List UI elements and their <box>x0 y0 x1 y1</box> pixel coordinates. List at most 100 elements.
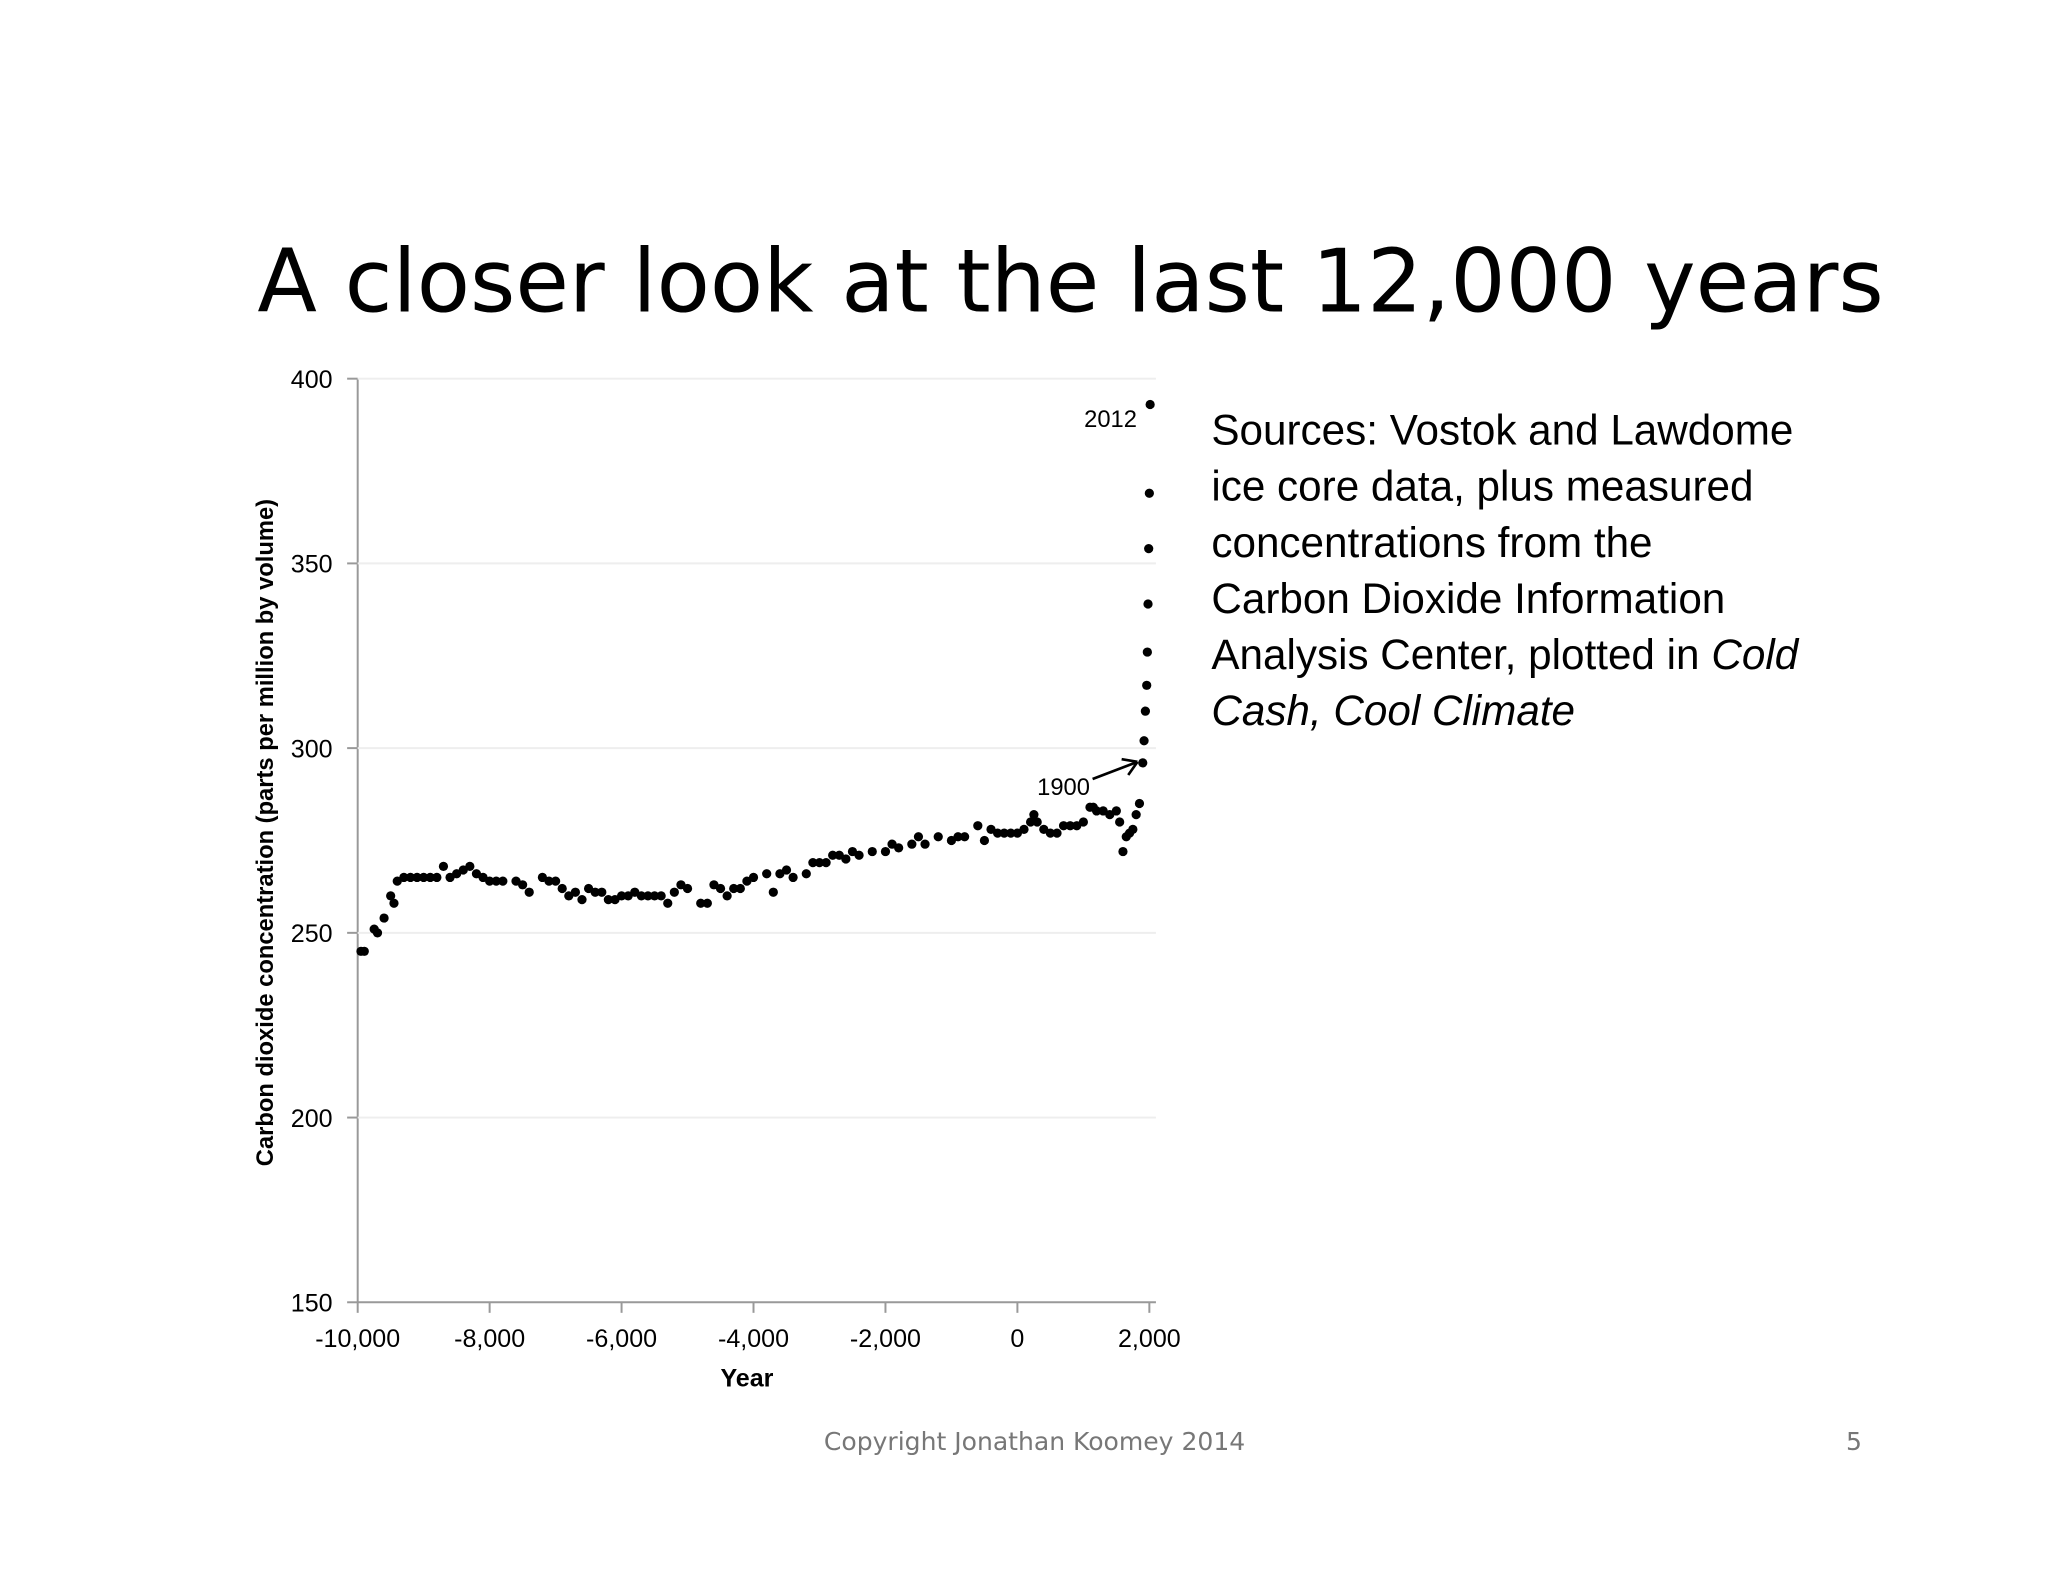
data-point <box>524 887 534 897</box>
data-point <box>1111 806 1121 816</box>
data-point <box>768 887 778 897</box>
data-point <box>979 835 990 846</box>
data-point <box>485 876 495 886</box>
data-point <box>597 887 607 897</box>
data-point <box>1139 736 1149 746</box>
annotation-arrow <box>1092 760 1138 781</box>
data-point <box>735 883 745 894</box>
data-point <box>1138 758 1148 768</box>
data-point <box>1140 706 1151 716</box>
data-point <box>603 894 613 905</box>
data-point <box>438 861 449 871</box>
data-point <box>359 946 369 956</box>
data-point <box>590 887 600 897</box>
data-point <box>1019 824 1029 835</box>
data-point <box>933 832 943 842</box>
x-tick-label: -6,000 <box>586 1325 657 1353</box>
data-point <box>649 891 660 901</box>
data-point <box>405 872 416 883</box>
data-point <box>920 839 930 849</box>
data-point <box>781 865 792 875</box>
data-point <box>412 872 422 883</box>
data-point <box>715 883 726 894</box>
data-point <box>762 869 772 879</box>
arrow-head <box>1121 757 1139 776</box>
y-tick-label: 300 <box>291 735 333 763</box>
data-point <box>722 891 732 901</box>
x-tick-label: 2,000 <box>1118 1325 1181 1353</box>
annotation: 1900 <box>1037 775 1090 801</box>
data-point <box>425 872 435 883</box>
data-point <box>465 861 475 871</box>
data-point <box>643 891 653 901</box>
data-point <box>748 872 759 883</box>
data-point <box>636 891 646 901</box>
data-point <box>953 832 963 842</box>
footer: Copyright Jonathan Koomey 2014 <box>824 1427 1245 1456</box>
data-point <box>1143 599 1153 609</box>
data-point <box>788 872 798 883</box>
data-point <box>1006 828 1016 838</box>
data-point <box>432 872 442 883</box>
x-tick-label: -8,000 <box>454 1325 525 1353</box>
data-point <box>379 913 389 923</box>
source-line: Analysis Center, plotted in <box>1211 631 1699 678</box>
data-point <box>1065 821 1075 831</box>
y-tick-label: 200 <box>291 1105 333 1133</box>
data-point <box>1025 817 1036 827</box>
data-point <box>386 891 396 901</box>
data-point <box>616 891 627 901</box>
source-line: ice core data, plus measured <box>1211 463 1753 510</box>
data-point <box>557 883 567 894</box>
data-point <box>907 839 917 849</box>
data-point <box>577 894 587 905</box>
data-point <box>814 858 825 868</box>
data-point <box>1115 817 1125 827</box>
data-point <box>656 891 666 901</box>
data-point <box>867 846 877 857</box>
data-point <box>372 928 383 938</box>
data-point <box>1145 399 1155 410</box>
data-point <box>973 821 983 831</box>
data-point <box>1078 817 1088 827</box>
data-point <box>550 876 561 886</box>
data-point <box>999 828 1009 838</box>
x-tick-label: -2,000 <box>850 1325 921 1353</box>
data-point <box>491 876 501 886</box>
data-point <box>682 883 693 894</box>
data-point <box>913 832 924 842</box>
y-axis-label: Carbon dioxide concentration (parts per … <box>253 499 279 1166</box>
data-point <box>992 828 1003 838</box>
data-point <box>1091 806 1102 816</box>
data-point <box>841 854 851 864</box>
data-point <box>419 872 429 883</box>
data-point <box>702 898 712 908</box>
source-italic: Cold <box>1711 631 1799 678</box>
data-point <box>1144 544 1154 554</box>
data-point <box>854 850 864 860</box>
y-tick-label: 250 <box>291 920 333 948</box>
x-tick-label: -4,000 <box>718 1325 789 1353</box>
x-axis-label: Year <box>720 1365 773 1393</box>
slide-title: A closer look at the last 12,000 years <box>257 230 1883 332</box>
data-point <box>663 898 673 908</box>
source-line: Carbon Dioxide Information <box>1211 575 1725 622</box>
x-tick-label: -10,000 <box>315 1325 400 1353</box>
data-point <box>1045 828 1056 838</box>
data-point <box>1142 680 1152 690</box>
source-line: Sources: Vostok and Lawdome <box>1211 407 1793 454</box>
annotation: 2012 <box>1084 407 1137 433</box>
data-point <box>1058 821 1069 831</box>
data-point <box>1118 846 1128 857</box>
data-point <box>1032 817 1042 827</box>
y-tick-label: 350 <box>291 551 333 579</box>
data-point <box>669 887 679 897</box>
data-point <box>960 832 970 842</box>
x-tick-label: 0 <box>1010 1325 1024 1353</box>
data-point <box>544 876 554 886</box>
data-point <box>828 850 838 860</box>
data-point <box>729 883 739 894</box>
data-point <box>517 880 528 890</box>
